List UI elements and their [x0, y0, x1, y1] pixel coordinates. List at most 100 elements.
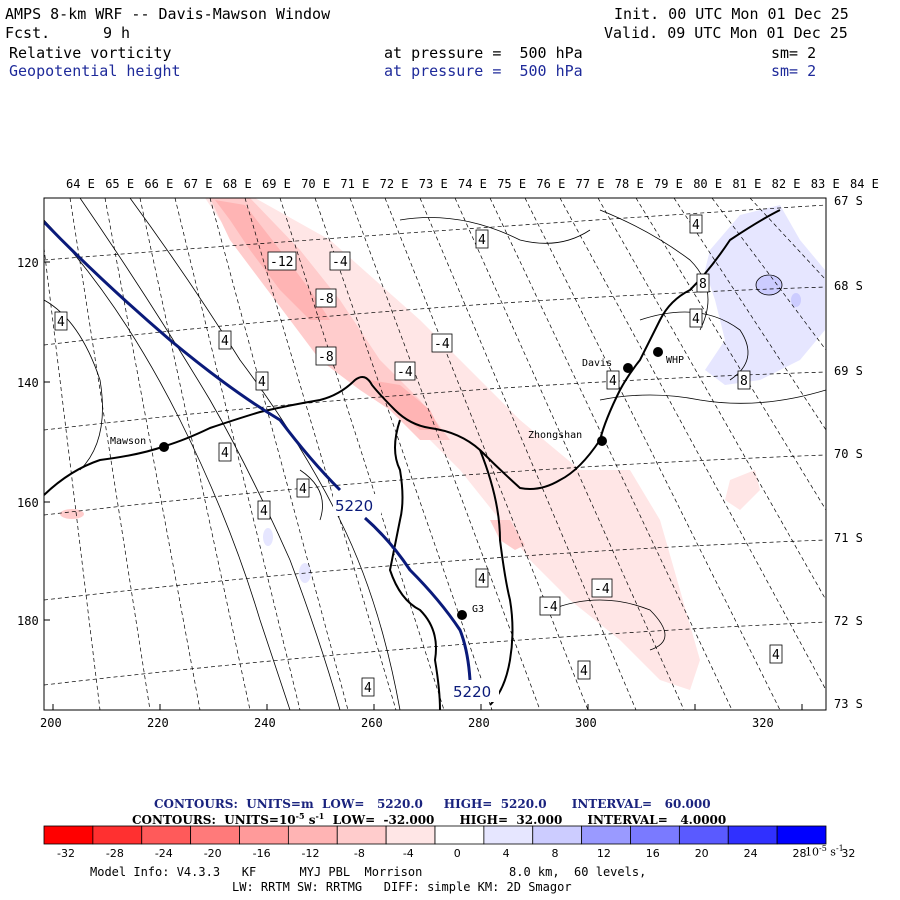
field1-sm: sm= 2 — [771, 44, 817, 62]
colorbar-cell — [43, 825, 94, 845]
fcst-value: 9 h — [103, 24, 131, 42]
y-tick-labels: 120 140 160 180 — [17, 256, 39, 628]
colorbar-label: -12 — [302, 847, 320, 860]
colorbar-cell — [92, 825, 143, 845]
colorbar-label: -20 — [204, 847, 222, 860]
colorbar-cell — [483, 825, 534, 845]
init-time: Init. 00 UTC Mon 01 Dec 25 — [614, 5, 849, 23]
vorticity-label: 4 — [364, 681, 372, 696]
vorticity-label: 4 — [299, 482, 307, 497]
vorticity-label-box — [431, 333, 453, 353]
latitude-labels: 67 S 68 S 69 S 70 S 71 S 72 S 73 S — [834, 194, 863, 711]
lat-label: 69 S — [834, 364, 863, 378]
station-zhongshan-label: Zhongshan — [528, 430, 582, 441]
colorbar-labels: -32 -28 -24 -20 -16 -12 -8 -4 0 4 8 12 16 20 24 28 32 — [57, 847, 855, 860]
vorticity-label: 4 — [772, 648, 780, 663]
vorticity-label-box — [296, 478, 310, 498]
lat-label: 70 S — [834, 447, 863, 461]
lon-label: 66 E — [144, 177, 173, 191]
lon-label: 82 E — [772, 177, 801, 191]
colorbar-cell — [776, 825, 827, 845]
x-tick-label: 280 — [468, 716, 490, 730]
lat-label: 68 S — [834, 279, 863, 293]
vorticity-label: 4 — [478, 233, 486, 248]
lon-label: 81 E — [732, 177, 761, 191]
vorticity-label: -8 — [318, 350, 334, 365]
colorbar-label: 32 — [841, 847, 855, 860]
contours-info-height: CONTOURS: UNITS=m LOW= 5220.0 HIGH= 5220… — [154, 797, 711, 811]
vorticity-label-box — [737, 370, 751, 390]
lon-label: 80 E — [693, 177, 722, 191]
lon-label: 72 E — [380, 177, 409, 191]
y-tick-label: 120 — [17, 256, 39, 270]
vorticity-label-box — [689, 308, 703, 328]
lon-label: 77 E — [576, 177, 605, 191]
vorticity-label-box — [591, 578, 613, 598]
vorticity-label: 4 — [478, 572, 486, 587]
vorticity-label-box — [315, 288, 337, 308]
vorticity-label: 4 — [57, 315, 65, 330]
vorticity-labels: -12 -4 -8 -8 -4 -4 4 4 8 4 8 4 4 4 4 4 4 4 4 -4 -4 4 4 4 — [54, 214, 783, 697]
y-tick-label: 180 — [17, 614, 39, 628]
axis-ticks — [44, 261, 803, 710]
contours-info-vorticity: CONTOURS: UNITS=10-5 s-1 LOW= -32.000 HI… — [132, 811, 727, 827]
station-mawson-marker — [159, 442, 169, 452]
station-davis-marker — [623, 363, 633, 373]
vorticity-label-box — [475, 229, 489, 249]
vorticity-label: 4 — [221, 446, 229, 461]
y-tick-label: 140 — [17, 376, 39, 390]
coastline-ice-shelf-2 — [479, 449, 514, 706]
lon-label: 73 E — [419, 177, 448, 191]
station-whp-label: WHP — [666, 355, 684, 366]
lon-label: 78 E — [615, 177, 644, 191]
vorticity-label-box — [255, 371, 269, 391]
colorbar-label: -8 — [354, 847, 365, 860]
height-label-1: 5220 — [335, 497, 373, 515]
vorticity-label: 8 — [740, 374, 748, 389]
colorbar-cell — [336, 825, 387, 845]
model-info-line2: LW: RRTM SW: RRTMG DIFF: simple KM: 2D S… — [232, 880, 572, 894]
lon-label: 64 E — [66, 177, 95, 191]
field1-name: Relative vorticity — [9, 44, 172, 62]
vorticity-label: -4 — [332, 255, 348, 270]
station-zhongshan-marker — [597, 436, 607, 446]
lat-label: 73 S — [834, 697, 863, 711]
vorticity-shade-dark2 — [370, 380, 440, 430]
y-tick-label: 160 — [17, 496, 39, 510]
vorticity-label: 4 — [692, 312, 700, 327]
colorbar-cell — [141, 825, 192, 845]
vorticity-label: 4 — [260, 504, 268, 519]
field1-level: at pressure = 500 hPa — [384, 44, 583, 62]
x-tick-label: 240 — [254, 716, 276, 730]
vorticity-label-box — [696, 273, 710, 293]
fcst-label: Fcst. — [5, 24, 51, 42]
lon-label: 70 E — [301, 177, 330, 191]
vorticity-label: -4 — [542, 600, 558, 615]
map-frame — [43, 197, 827, 711]
colorbar-cell — [239, 825, 289, 845]
x-tick-labels: 200 220 240 260 280 300 320 — [40, 716, 774, 730]
vorticity-label-box — [218, 442, 232, 462]
valid-time: Valid. 09 UTC Mon 01 Dec 25 — [604, 24, 848, 42]
x-tick-label: 320 — [752, 716, 774, 730]
vorticity-shade-blue-left — [263, 528, 273, 546]
colorbar-cell — [385, 825, 436, 845]
lon-label: 68 E — [223, 177, 252, 191]
vorticity-shade-red-left — [60, 509, 84, 519]
colorbar-label: -4 — [403, 847, 414, 860]
vorticity-label-box — [577, 660, 591, 680]
colorbar-cell — [434, 825, 485, 845]
field2-sm: sm= 2 — [771, 62, 817, 80]
x-tick-label: 260 — [361, 716, 383, 730]
lon-label: 79 E — [654, 177, 683, 191]
colorbar-label: -28 — [106, 847, 124, 860]
vorticity-label-box — [689, 214, 703, 234]
coastline-main — [44, 209, 781, 496]
vorticity-label-box — [361, 677, 375, 697]
x-tick-label: 300 — [575, 716, 597, 730]
colorbar-label: -32 — [57, 847, 75, 860]
colorbar-cell — [678, 825, 729, 845]
vorticity-shade-blue — [705, 205, 825, 385]
coastline-ice-shelf — [388, 419, 441, 710]
